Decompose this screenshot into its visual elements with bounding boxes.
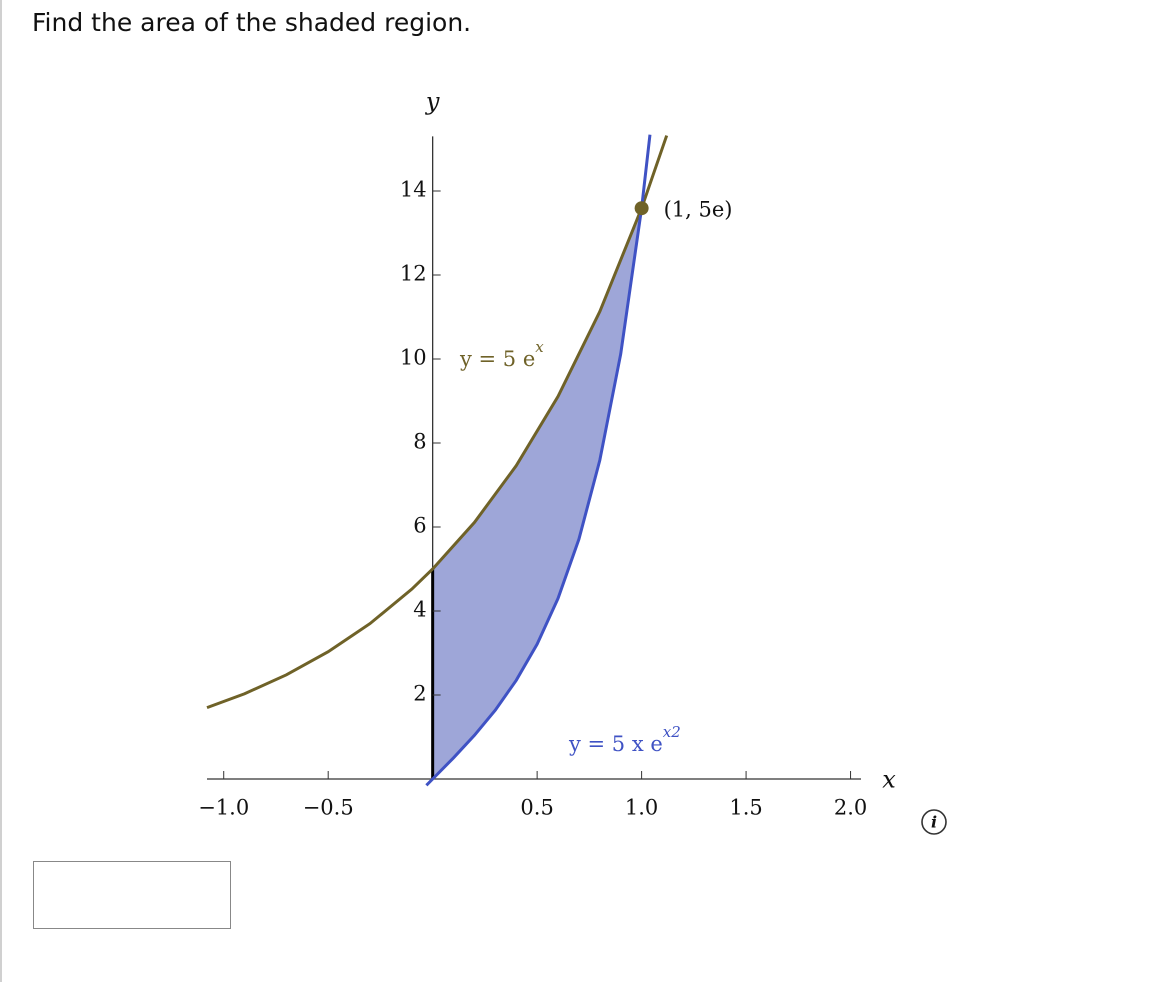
intersection-point: [634, 201, 649, 216]
x-tick-label: 2.0: [834, 796, 867, 820]
y-tick-label: 12: [400, 262, 427, 286]
x-tick-label: −1.0: [198, 796, 249, 820]
x-tick-label: 1.0: [625, 796, 658, 820]
curve-label-sup: x2: [663, 723, 681, 741]
curve-label-text: y = 5 x e: [568, 732, 663, 756]
answer-box[interactable]: [33, 861, 231, 929]
x-tick-label: 1.5: [729, 796, 762, 820]
x-tick-label: −0.5: [303, 796, 354, 820]
info-icon-glyph: i: [931, 813, 937, 832]
question: Find the area of the shaded region.: [32, 8, 472, 37]
x-tick-label: 0.5: [520, 796, 553, 820]
y-tick-label: 14: [400, 178, 427, 202]
curve-label-text: y = 5 e: [459, 347, 535, 371]
y-tick-label: 10: [400, 346, 427, 370]
x-axis-label: x: [882, 766, 896, 794]
curve-label: y = 5 ex: [459, 338, 544, 371]
curve: [206, 135, 669, 710]
y-tick-label: 2: [413, 682, 426, 706]
shaded-region: [432, 208, 642, 780]
point-label: (1, 5e): [664, 198, 733, 222]
y-tick-label: 6: [413, 514, 426, 538]
y-axis-label: y: [425, 88, 440, 116]
y-tick-label: 8: [413, 430, 426, 454]
info-icon[interactable]: [921, 809, 947, 835]
curve: [425, 134, 652, 787]
y-tick-label: 4: [413, 598, 426, 622]
curve-label: y = 5 x ex2: [568, 723, 681, 756]
curve-label-sup: x: [535, 338, 544, 356]
